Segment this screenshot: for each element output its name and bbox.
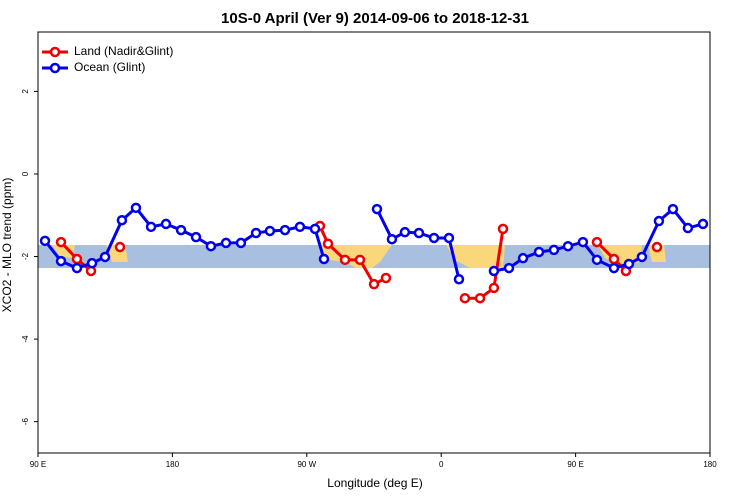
data-point <box>653 215 665 227</box>
data-point <box>517 252 529 264</box>
data-point <box>562 240 574 252</box>
data-point <box>577 236 589 248</box>
data-point <box>459 292 471 304</box>
data-point <box>608 253 620 265</box>
data-point <box>697 218 709 230</box>
data-point <box>488 265 500 277</box>
data-point <box>145 221 157 233</box>
data-point <box>399 226 411 238</box>
x-tick-label: 90 E <box>567 460 583 469</box>
data-point <box>623 258 635 270</box>
land-shape <box>446 245 505 268</box>
data-point <box>453 273 465 285</box>
data-point <box>175 224 187 236</box>
x-tick-label: 90 E <box>30 460 46 469</box>
y-tick-label: 2 <box>21 89 30 94</box>
data-point <box>294 221 306 233</box>
y-tick-label: 0 <box>21 171 30 176</box>
data-point <box>309 223 321 235</box>
data-point <box>354 254 366 266</box>
legend-label: Land (Nadir&Glint) <box>74 44 173 58</box>
plot-frame <box>37 31 711 454</box>
data-point <box>548 244 560 256</box>
y-tick-label: -6 <box>21 418 30 426</box>
data-point <box>116 214 128 226</box>
data-point <box>371 203 383 215</box>
data-point <box>413 227 425 239</box>
data-point <box>368 278 380 290</box>
data-point <box>608 262 620 274</box>
data-point <box>443 232 455 244</box>
x-tick-label: 180 <box>703 460 717 469</box>
data-point <box>651 241 663 253</box>
x-tick-label: 180 <box>166 460 180 469</box>
data-point <box>428 232 440 244</box>
data-point <box>86 257 98 269</box>
x-tick-label: 0 <box>439 460 444 469</box>
data-point <box>386 233 398 245</box>
data-point <box>380 272 392 284</box>
data-point <box>160 218 172 230</box>
data-point <box>488 282 500 294</box>
data-point <box>318 253 330 265</box>
data-point <box>503 262 515 274</box>
chart-title: 10S-0 April (Ver 9) 2014-09-06 to 2018-1… <box>221 10 529 27</box>
data-point <box>39 235 51 247</box>
legend-label: Ocean (Glint) <box>74 60 145 74</box>
data-point <box>682 222 694 234</box>
data-point <box>497 223 509 235</box>
data-point <box>205 240 217 252</box>
data-point <box>591 236 603 248</box>
x-axis-label: Longitude (deg E) <box>327 476 422 490</box>
y-tick-label: -2 <box>21 252 30 260</box>
data-point <box>667 203 679 215</box>
data-point <box>55 255 67 267</box>
data-point <box>591 254 603 266</box>
data-point <box>322 238 334 249</box>
legend-marker <box>49 46 61 58</box>
data-point <box>533 246 545 258</box>
land-shape <box>52 245 75 258</box>
data-point <box>130 202 142 214</box>
y-tick-label: -4 <box>21 335 30 343</box>
data-point <box>339 254 351 266</box>
series-line <box>43 205 704 280</box>
legend-marker <box>49 62 61 74</box>
data-point <box>474 292 486 304</box>
data-point <box>114 241 126 253</box>
data-point <box>71 253 83 265</box>
x-tick-label: 90 W <box>297 460 316 469</box>
data-point <box>71 262 83 274</box>
data-point <box>636 251 648 263</box>
data-point <box>250 227 262 239</box>
data-point <box>99 251 111 263</box>
data-point <box>55 236 67 248</box>
data-point <box>190 231 202 243</box>
y-axis-label: XCO2 - MLO trend (ppm) <box>0 178 14 313</box>
data-point <box>235 237 247 249</box>
data-point <box>220 237 232 249</box>
data-point <box>264 225 276 237</box>
data-point <box>279 224 291 236</box>
